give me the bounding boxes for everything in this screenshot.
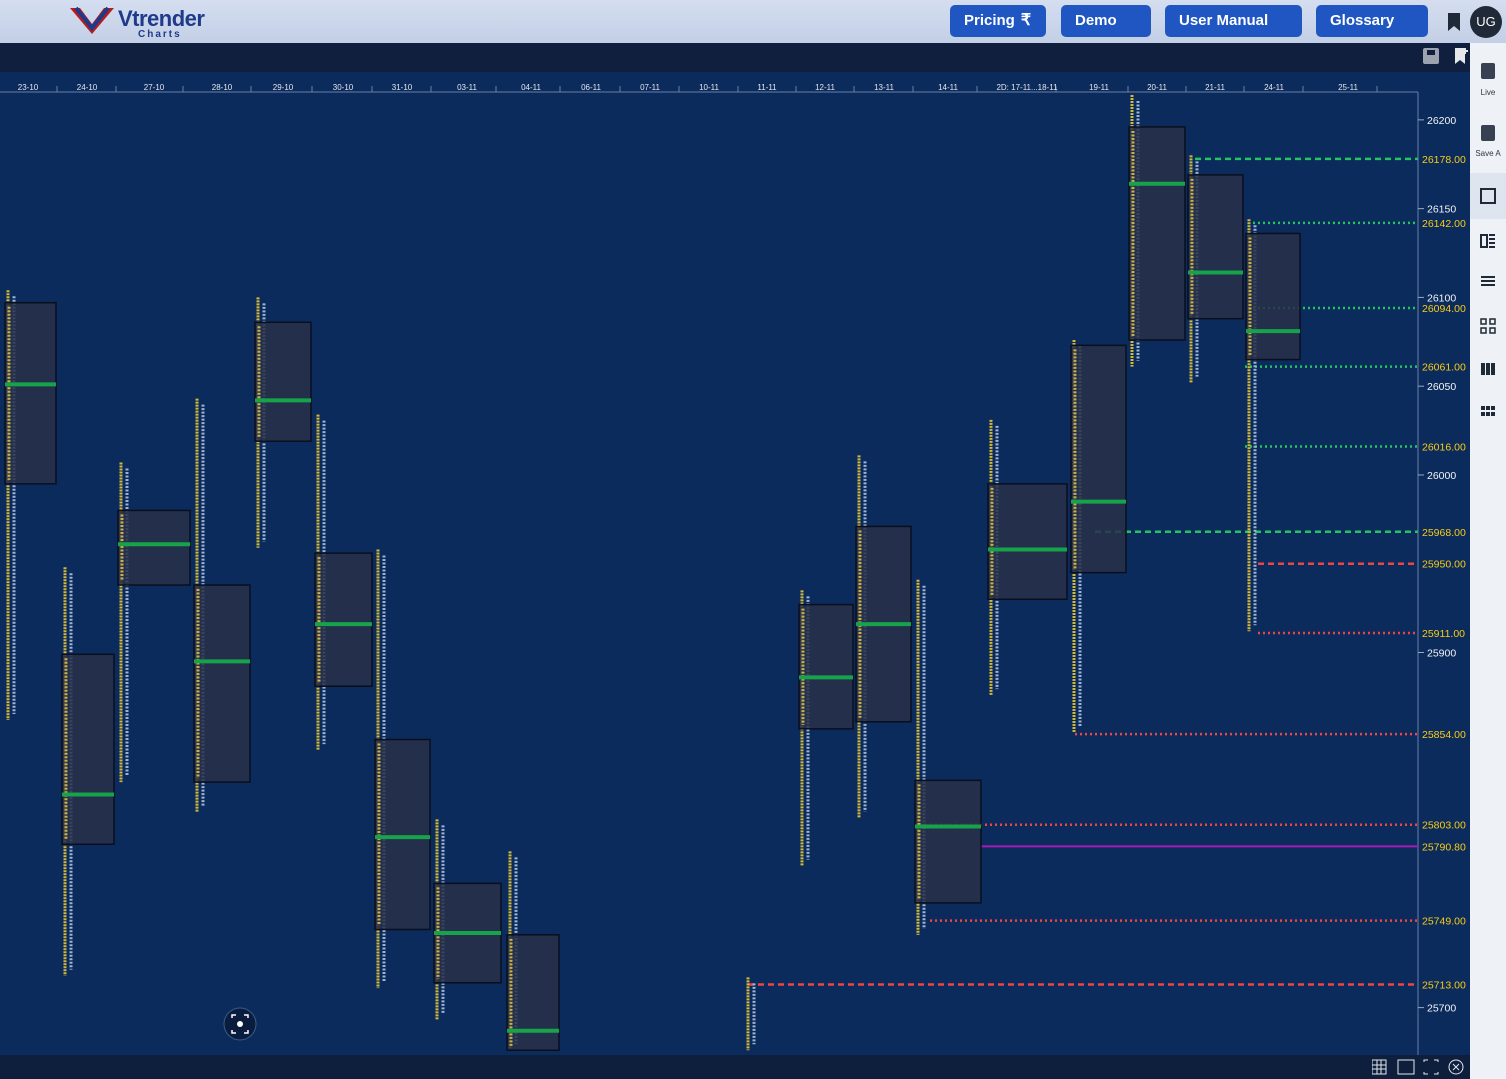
logo-sub: Charts xyxy=(138,29,182,40)
level-label: 25790.80 xyxy=(1422,841,1466,853)
y-tick-label: 26000 xyxy=(1427,470,1456,482)
date-label: 25-11 xyxy=(1338,83,1358,92)
bottom-bar xyxy=(0,1055,1470,1079)
y-tick-label: 26150 xyxy=(1427,204,1456,216)
level-label: 26016.00 xyxy=(1422,442,1466,454)
value-area xyxy=(506,934,560,1051)
bookmark-add-icon[interactable] xyxy=(1453,47,1469,65)
button-label: Glossary xyxy=(1330,12,1395,29)
date-label: 19-11 xyxy=(1089,83,1109,92)
pricing-button[interactable]: Pricing ₹ xyxy=(950,5,1046,37)
date-label: 2D: 17-11...18-11 xyxy=(996,83,1058,92)
date-label: 03-11 xyxy=(457,83,477,92)
date-label: 29-10 xyxy=(273,83,294,92)
logo[interactable]: Vtrender Charts xyxy=(68,4,205,41)
logo-text: Vtrender xyxy=(118,6,205,31)
date-label: 14-11 xyxy=(938,83,958,92)
date-label: 27-10 xyxy=(144,83,165,92)
date-label: 13-11 xyxy=(874,83,894,92)
level-label: 25950.00 xyxy=(1422,559,1466,571)
value-area xyxy=(374,738,431,931)
value-area xyxy=(4,301,57,485)
value-area xyxy=(193,584,251,783)
avatar[interactable]: UG xyxy=(1470,6,1502,38)
value-area xyxy=(117,509,191,586)
user-manual-button[interactable]: User Manual xyxy=(1165,5,1302,62)
date-label: 21-11 xyxy=(1205,83,1225,92)
save-icon[interactable] xyxy=(1423,48,1439,64)
date-label: 24-10 xyxy=(77,83,98,92)
date-label: 31-10 xyxy=(392,83,413,92)
value-area xyxy=(1070,344,1127,574)
level-label: 25854.00 xyxy=(1422,729,1466,741)
value-area xyxy=(914,779,982,904)
value-area xyxy=(254,321,312,442)
screenshot-icon-dot xyxy=(237,1021,243,1027)
button-label: Pricing xyxy=(964,12,1015,29)
screenshot-icon xyxy=(231,1014,249,1034)
level-label: 25803.00 xyxy=(1422,820,1466,832)
date-label: 28-10 xyxy=(212,83,233,92)
live-icon[interactable] xyxy=(1481,63,1495,79)
bookmark-icon[interactable] xyxy=(1446,12,1462,32)
tool-icons[interactable] xyxy=(1470,173,1506,473)
sidebar-label: Save A xyxy=(1475,149,1501,158)
sidebar: Live Save A xyxy=(1470,43,1506,1079)
date-label: 06-11 xyxy=(581,83,601,92)
bottom-tools[interactable] xyxy=(1372,1059,1468,1075)
y-tick-label: 26100 xyxy=(1427,292,1456,304)
date-label: 07-11 xyxy=(640,83,660,92)
level-label: 25749.00 xyxy=(1422,916,1466,928)
y-tick-label: 26050 xyxy=(1427,381,1456,393)
value-area xyxy=(61,653,115,846)
y-tick-label: 26200 xyxy=(1427,115,1456,127)
date-label: 10-11 xyxy=(699,83,719,92)
save-icon[interactable] xyxy=(1481,125,1495,141)
level-label: 26061.00 xyxy=(1422,362,1466,374)
date-label: 04-11 xyxy=(521,83,541,92)
level-label: 26094.00 xyxy=(1422,303,1466,315)
level-label: 26142.00 xyxy=(1422,218,1466,230)
date-label: 24-11 xyxy=(1264,83,1284,92)
value-area xyxy=(314,552,373,687)
level-label: 25968.00 xyxy=(1422,527,1466,539)
value-area xyxy=(987,483,1068,600)
level-label: 26178.00 xyxy=(1422,154,1466,166)
toolbar xyxy=(0,43,1470,72)
y-tick-label: 25700 xyxy=(1427,1003,1456,1015)
date-label: 11-11 xyxy=(757,83,777,92)
y-tick-label: 25900 xyxy=(1427,648,1456,660)
button-label: Demo xyxy=(1075,12,1117,29)
level-label: 25713.00 xyxy=(1422,980,1466,992)
value-area xyxy=(798,603,854,730)
value-area xyxy=(1245,232,1301,361)
date-label: 20-11 xyxy=(1147,83,1167,92)
date-label: 12-11 xyxy=(815,83,835,92)
date-label: 23-10 xyxy=(18,83,39,92)
date-label: 30-10 xyxy=(333,83,354,92)
sidebar-label: Live xyxy=(1480,88,1496,97)
header: Vtrender Charts Pricing ₹ Demo User Manua… xyxy=(0,0,1506,62)
demo-button[interactable]: Demo xyxy=(1061,5,1151,61)
logo-mark xyxy=(70,6,114,34)
level-label: 25911.00 xyxy=(1422,628,1465,640)
glossary-button[interactable]: Glossary xyxy=(1316,5,1428,62)
button-label: User Manual xyxy=(1179,12,1269,29)
chart: 23-10 24-10 27-10 28-10 29-10 30-10 31-10 03-11… xyxy=(0,72,1470,1055)
value-area xyxy=(1128,126,1186,341)
value-area xyxy=(1187,174,1244,320)
